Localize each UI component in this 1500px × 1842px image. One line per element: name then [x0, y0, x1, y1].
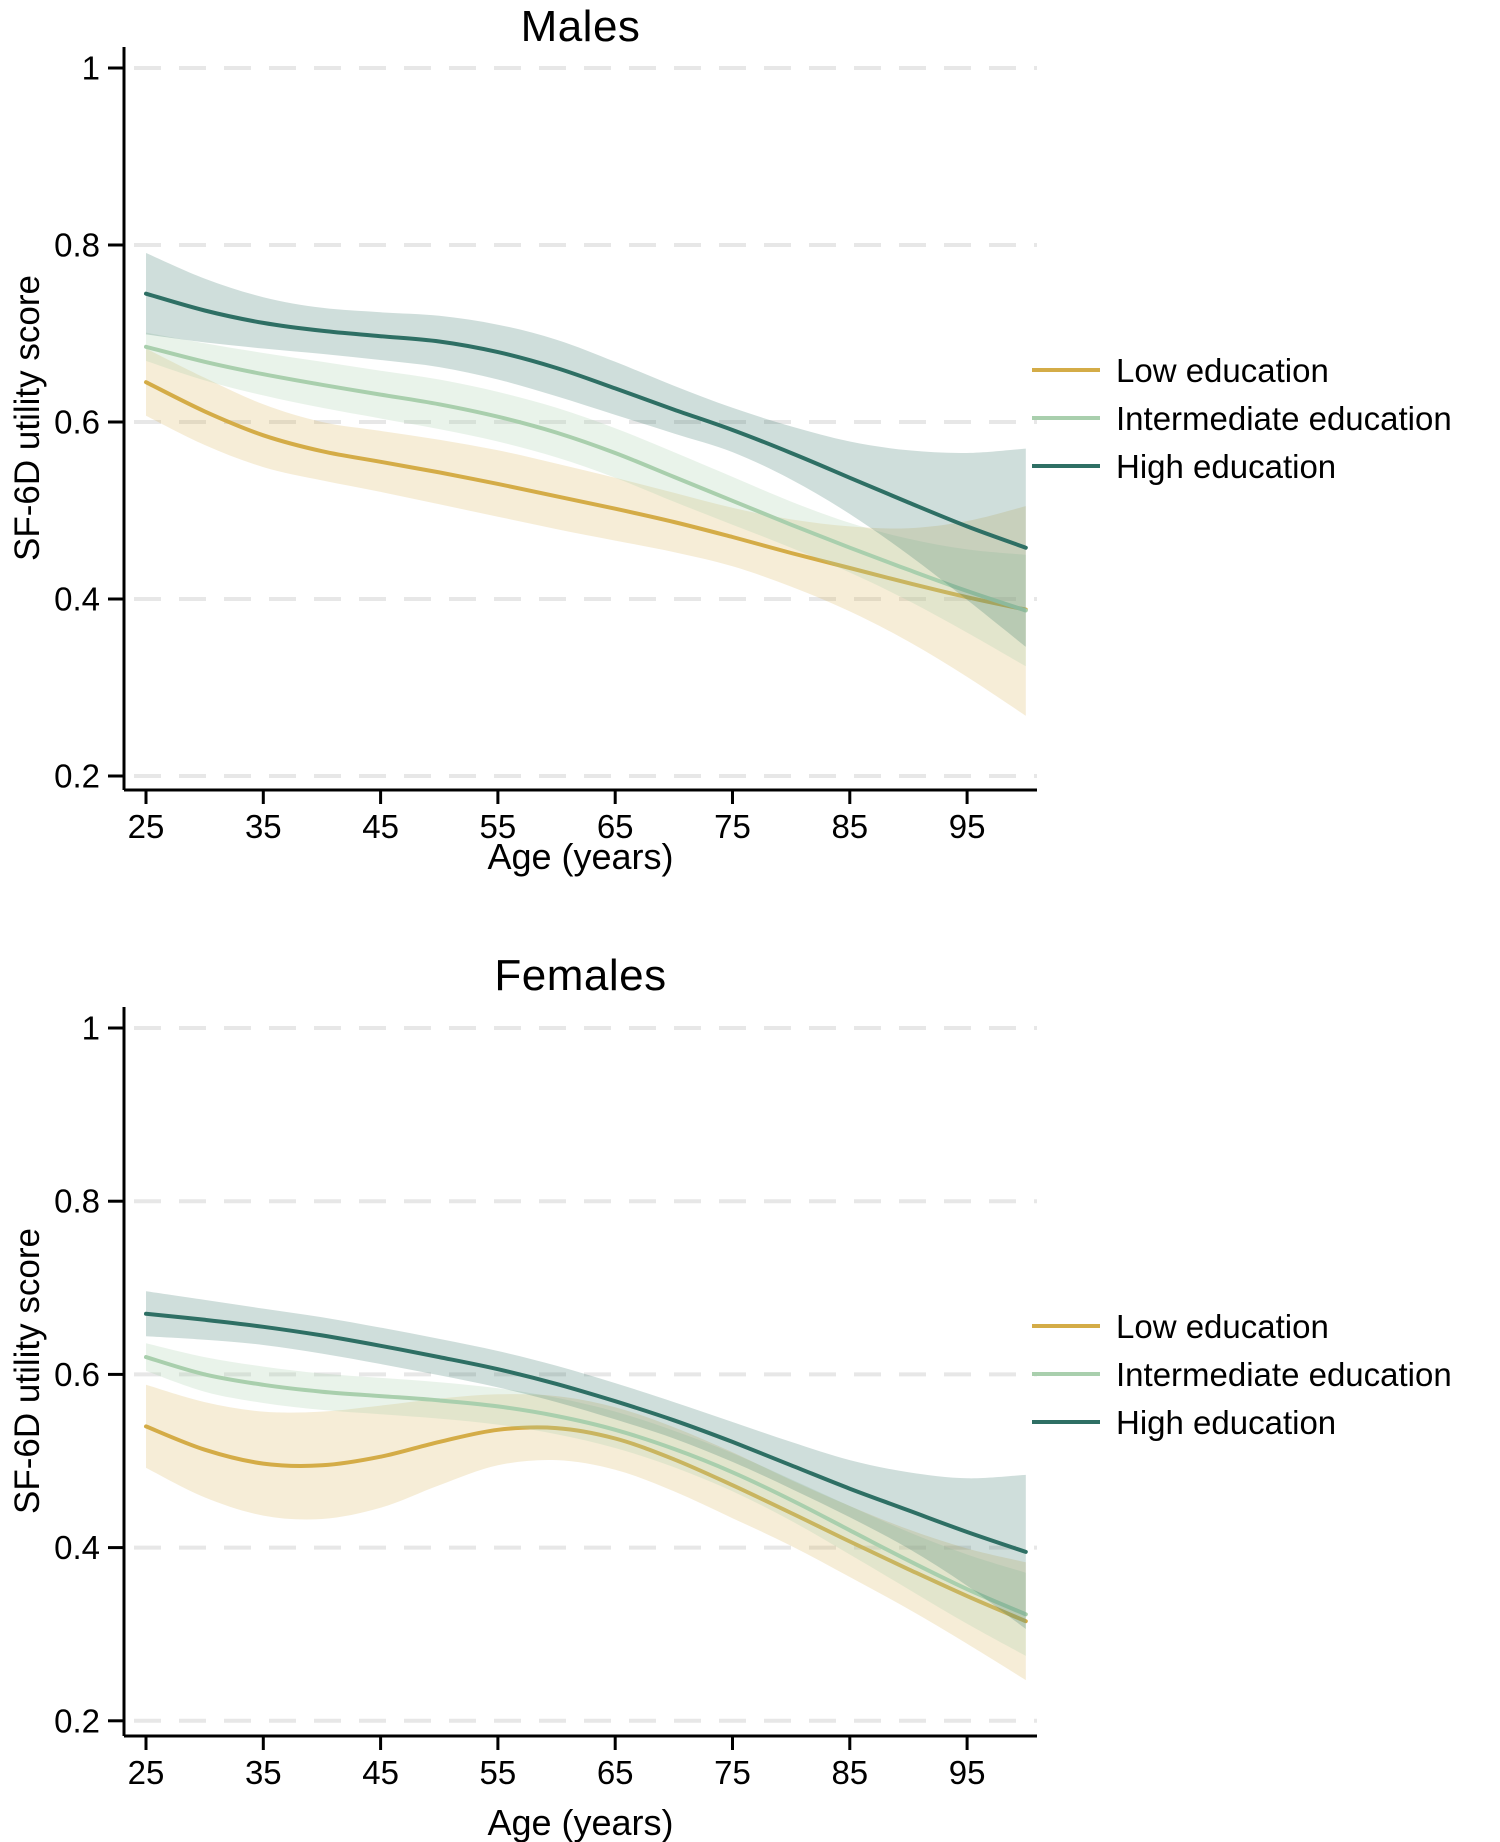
x-tick-label: 25: [128, 1754, 165, 1791]
plot-males: 1 0.8 0.6 0.4 0.2 25 35 45 55 65 75 85 95: [54, 47, 1037, 845]
x-tick-label: 85: [831, 808, 868, 845]
legend-label: Intermediate education: [1116, 399, 1452, 437]
legend-label: High education: [1116, 1403, 1337, 1441]
line-high-education: [144, 1311, 1028, 1554]
legend-swatch-intermediate-education: [1032, 1372, 1100, 1376]
panel-males: Males SF-6D utility score 1 0.8 0.6 0.4 0.2 2…: [8, 2, 1452, 877]
legend-swatch-low-education: [1032, 368, 1100, 372]
y-tick-label: 1: [82, 50, 100, 87]
line-intermediate-education: [144, 1355, 1028, 1617]
x-tick-label: 45: [362, 808, 399, 845]
line-high-education: [144, 291, 1028, 550]
x-tick-label: 35: [245, 808, 282, 845]
legend-item-intermediate-education: Intermediate education: [1032, 1350, 1452, 1398]
x-tick-label: 85: [831, 1754, 868, 1791]
ci-band-intermediate-education: [146, 1343, 1026, 1656]
y-tick-label: 0.2: [54, 1702, 100, 1739]
x-tick-label: 45: [362, 1754, 399, 1791]
plot-females: 1 0.8 0.6 0.4 0.2 25 35 45 55 65 75 85 95: [54, 1007, 1037, 1791]
legend-item-high-education: High education: [1032, 1398, 1452, 1446]
x-tick-label: 95: [949, 1754, 986, 1791]
y-tick-label: 0.8: [54, 227, 100, 264]
panel-title-females: Females: [494, 951, 667, 1000]
x-axis-label: Age (years): [487, 1802, 674, 1842]
legend-item-low-education: Low education: [1032, 1302, 1452, 1350]
ci-band-high-education: [146, 253, 1026, 647]
y-tick-label: 0.4: [54, 581, 100, 618]
y-tick-label: 0.8: [54, 1183, 100, 1220]
y-tick-label: 1: [82, 1010, 100, 1047]
x-tick-label: 65: [597, 1754, 634, 1791]
line-low-education: [144, 1424, 1028, 1624]
legend-females: Low education Intermediate education High …: [1032, 1302, 1452, 1446]
ci-band-low-education: [146, 348, 1026, 716]
x-tick-label: 25: [128, 808, 165, 845]
panel-females: Females SF-6D utility score 1 0.8 0.6 0.4 0.…: [0, 921, 1500, 1842]
x-tick-label: 75: [714, 1754, 751, 1791]
line-intermediate-education: [144, 344, 1028, 613]
panel-title-males: Males: [520, 2, 641, 51]
legend-label: Low education: [1116, 351, 1329, 389]
x-tick-label: 35: [245, 1754, 282, 1791]
legend-swatch-high-education: [1032, 1420, 1100, 1424]
line-low-education: [144, 380, 1028, 612]
legend-label: Intermediate education: [1116, 1355, 1452, 1393]
ci-band-intermediate-education: [146, 332, 1026, 667]
legend-label: Low education: [1116, 1307, 1329, 1345]
legend-swatch-intermediate-education: [1032, 416, 1100, 420]
legend-label: High education: [1116, 447, 1337, 485]
x-tick-label: 55: [480, 1754, 517, 1791]
legend-item-intermediate-education: Intermediate education: [1032, 394, 1452, 442]
y-tick-label: 0.4: [54, 1529, 100, 1566]
y-tick-label: 0.2: [54, 758, 100, 795]
legend-item-low-education: Low education: [1032, 346, 1452, 394]
legend-swatch-low-education: [1032, 1324, 1100, 1328]
y-tick-label: 0.6: [54, 1356, 100, 1393]
x-tick-label: 95: [949, 808, 986, 845]
x-tick-label: 55: [480, 808, 517, 845]
legend-males: Low education Intermediate education High …: [1032, 346, 1452, 490]
legend-swatch-high-education: [1032, 464, 1100, 468]
x-tick-label: 65: [597, 808, 634, 845]
x-axis-label: Age (years): [487, 836, 674, 877]
legend-item-high-education: High education: [1032, 442, 1452, 490]
x-tick-label: 75: [714, 808, 751, 845]
y-tick-label: 0.6: [54, 404, 100, 441]
